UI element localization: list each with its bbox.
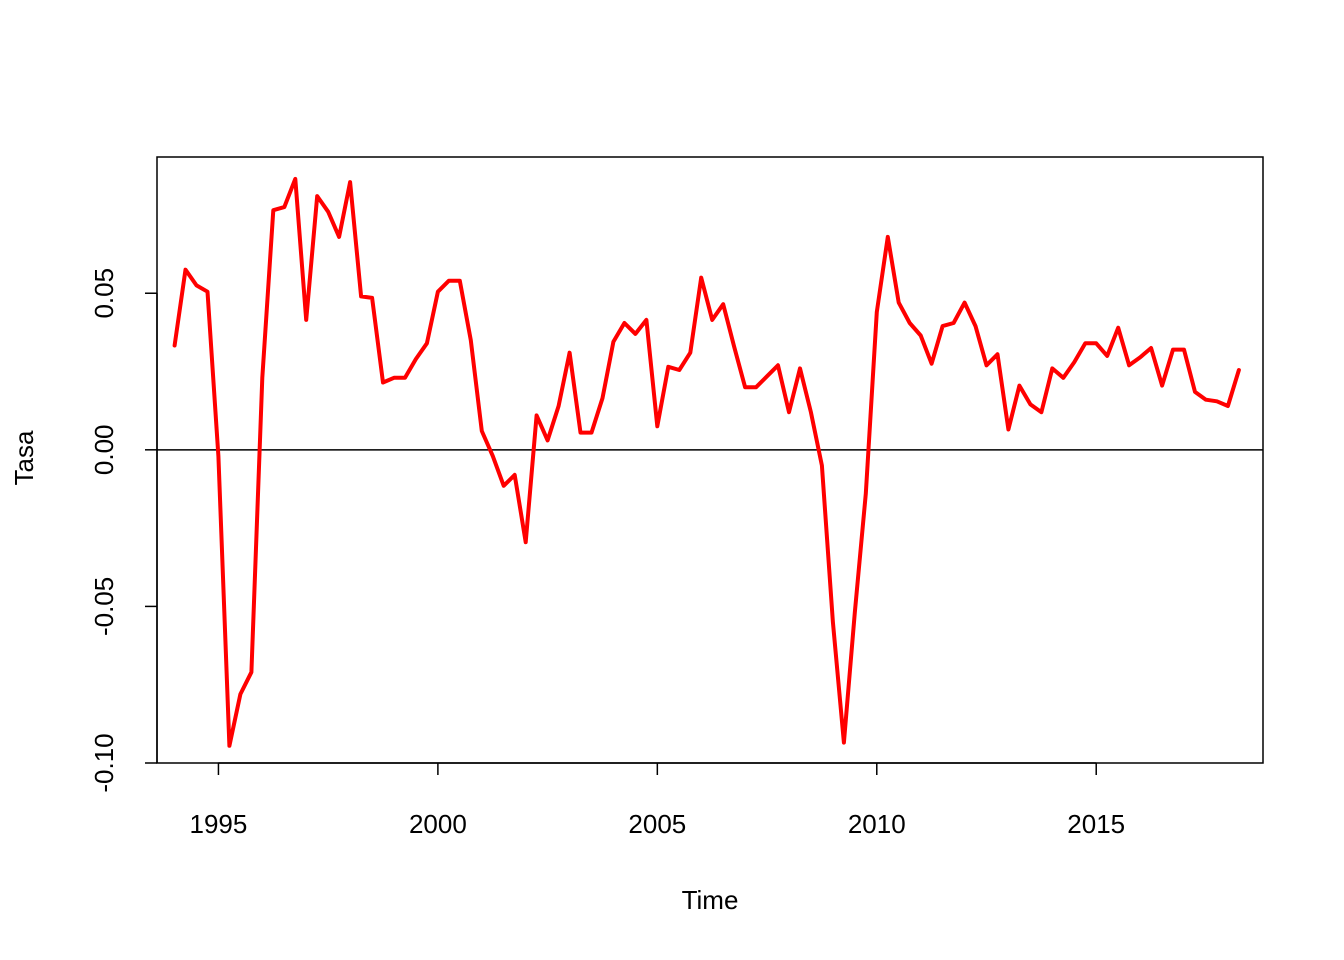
x-tick-label: 1995 [190, 809, 248, 839]
x-tick-label: 2015 [1067, 809, 1125, 839]
x-tick-label: 2005 [628, 809, 686, 839]
series-line [172, 176, 1241, 748]
y-axis-label: Tasa [9, 430, 39, 485]
y-tick-label: 0.05 [89, 268, 119, 319]
plot-area [156, 156, 1264, 764]
y-axis: -0.10 -0.05 0.00 0.05 [89, 268, 158, 793]
y-tick-label: -0.10 [89, 733, 119, 792]
y-tick-label: -0.05 [89, 577, 119, 636]
x-tick-label: 2000 [409, 809, 467, 839]
y-tick-label: 0.00 [89, 425, 119, 476]
plot-frame [156, 156, 1264, 764]
x-tick-label: 2010 [848, 809, 906, 839]
x-axis: 1995 2000 2005 2010 2015 [190, 762, 1125, 839]
x-axis-label: Time [682, 885, 739, 915]
